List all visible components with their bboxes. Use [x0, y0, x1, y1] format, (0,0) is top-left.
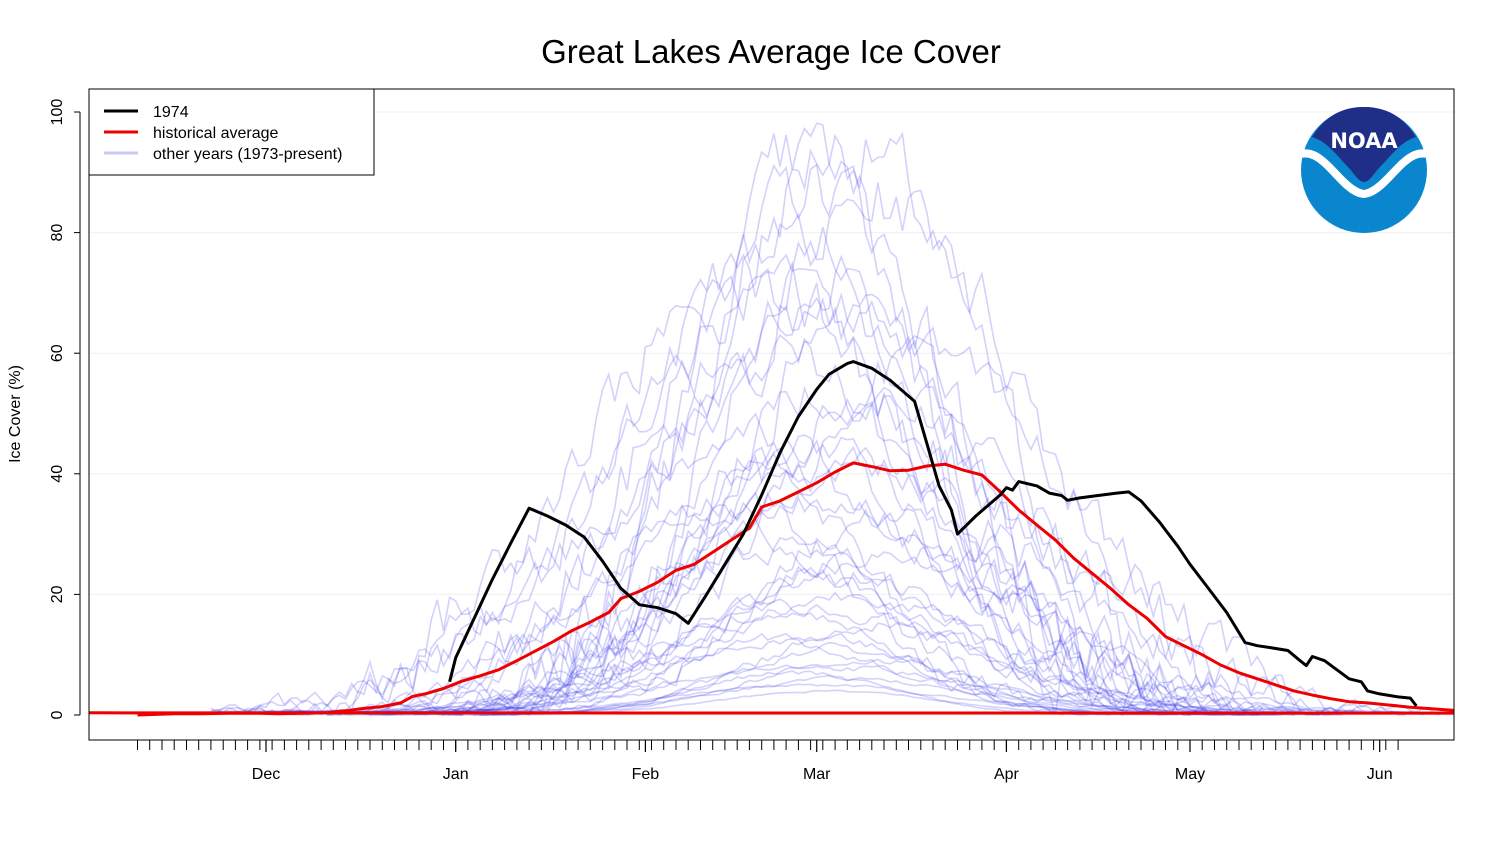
other-year-line [363, 637, 1184, 716]
y-tick-label: 60 [49, 344, 66, 362]
other-year-line [406, 572, 1227, 716]
noaa-logo-dark-band [1312, 107, 1416, 182]
other-year-line [265, 326, 1454, 716]
other-year-line [412, 598, 1148, 716]
x-axis: Dec Jan Feb Mar Apr May Jun [137, 740, 1399, 783]
other-year-line [345, 536, 1252, 716]
plot-frame [88, 88, 1455, 741]
y-axis-label: Ice Cover (%) [7, 365, 24, 463]
y-axis: 0 20 40 60 80 100 [49, 99, 81, 719]
y-tick-label: 0 [49, 710, 66, 719]
x-tick-label: May [1175, 766, 1205, 783]
other-year-line [492, 620, 1276, 716]
noaa-logo-text: NOAA [1330, 129, 1398, 153]
main-series-lines [89, 360, 1454, 717]
other-year-line [290, 292, 1276, 716]
noaa-logo-gull-icon [1301, 149, 1427, 198]
other-year-line [284, 459, 1276, 716]
x-tick-label: Jun [1367, 766, 1393, 783]
other-year-line [492, 551, 1191, 716]
other-year-line [382, 632, 1227, 716]
other-year-line [229, 334, 1435, 716]
x-tick-label: Apr [994, 766, 1020, 783]
other-year-line [363, 386, 1337, 716]
other-year-line [296, 163, 1319, 716]
other-year-line [229, 212, 1295, 716]
legend-label-year: 1974 [153, 104, 189, 121]
x-tick-label: Jan [443, 766, 469, 783]
other-year-line [229, 131, 1307, 716]
other-years-lines [210, 122, 1454, 717]
y-tick-label: 40 [49, 465, 66, 483]
other-year-line [210, 252, 1454, 716]
series-1974-line [448, 360, 1418, 707]
legend-label-average: historical average [153, 125, 279, 142]
other-year-line [406, 496, 1276, 716]
series-average-line [89, 461, 1454, 717]
x-tick-label: Feb [632, 766, 660, 783]
other-year-line [290, 603, 1343, 716]
other-year-line [235, 253, 1301, 716]
other-year-line [265, 122, 1282, 716]
grid-lines [89, 111, 1454, 716]
other-year-line [455, 468, 1093, 716]
other-year-line [394, 434, 1227, 716]
other-year-line [376, 446, 1362, 716]
y-tick-label: 80 [49, 224, 66, 242]
other-year-line [412, 591, 1295, 716]
legend: 1974 historical average other years (197… [88, 88, 375, 176]
chart-title: Great Lakes Average Ice Cover [541, 33, 1001, 70]
y-tick-label: 20 [49, 585, 66, 603]
x-minor-ticks [137, 740, 1399, 750]
other-year-line [486, 658, 1246, 716]
other-year-line [210, 296, 1417, 717]
noaa-logo: NOAA [1301, 107, 1427, 233]
other-year-line [498, 641, 1172, 716]
other-year-line [333, 182, 1380, 716]
other-year-line [474, 670, 1111, 716]
other-year-line [272, 497, 1191, 716]
other-year-line [394, 385, 1399, 716]
other-year-line [327, 551, 1441, 716]
x-tick-label: Dec [252, 766, 280, 783]
other-year-line [210, 412, 1356, 715]
other-year-line [492, 508, 1252, 716]
other-year-line [216, 254, 1454, 716]
y-tick-label: 100 [49, 99, 66, 126]
x-tick-label: Mar [803, 766, 831, 783]
legend-label-other-years: other years (1973-present) [153, 146, 342, 163]
other-year-line [327, 664, 1319, 716]
